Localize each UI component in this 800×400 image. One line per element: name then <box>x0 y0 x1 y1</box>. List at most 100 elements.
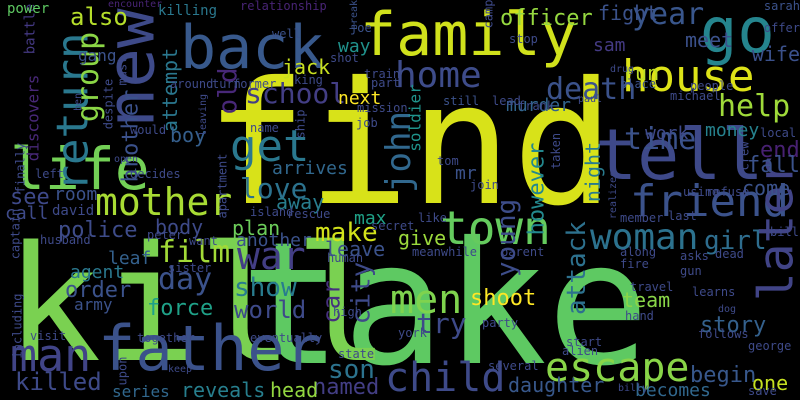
word-room: room <box>54 184 98 205</box>
word-husband: husband <box>40 233 91 247</box>
word-woman: woman <box>590 217 699 258</box>
word-try: try <box>416 307 467 340</box>
word-several: several <box>488 359 539 373</box>
word-gun: gun <box>680 264 702 278</box>
word-paul: paul <box>578 94 603 105</box>
word-human: human <box>327 251 364 265</box>
word-war: war <box>237 234 306 278</box>
word-year: year <box>632 0 705 32</box>
word-asks: asks <box>680 249 709 263</box>
word-end: end <box>760 138 800 163</box>
word-parent: parent <box>501 245 545 259</box>
word-home: home <box>395 55 482 96</box>
word-dead: dead <box>715 247 744 261</box>
word-eventually: eventually <box>250 331 323 345</box>
word-must: must <box>115 56 130 86</box>
word-start: start <box>566 335 603 349</box>
word-upon: upon <box>115 356 130 386</box>
word-away: away <box>276 190 325 214</box>
word-refuse: refuse <box>706 185 750 199</box>
word-using: using <box>683 185 720 199</box>
word-army: army <box>74 295 113 314</box>
word-fall: fall <box>747 153 800 178</box>
word-family: family <box>360 0 577 70</box>
word-soldier: soldier <box>405 84 425 152</box>
word-like: like <box>418 211 447 225</box>
word-take: take <box>240 206 650 400</box>
word-hand: hand <box>625 309 654 323</box>
word-gang: gang <box>78 46 117 65</box>
word-life: life <box>10 135 150 203</box>
word-fight: fight <box>598 1 659 25</box>
word-apartment: apartment <box>215 153 230 219</box>
word-becomes: becomes <box>635 380 711 400</box>
word-come: come <box>742 176 791 200</box>
word-along: along <box>620 245 657 259</box>
word-house: house <box>622 51 755 102</box>
word-place: place <box>620 77 657 91</box>
word-shoot: shoot <box>470 286 537 311</box>
word-find: find <box>205 46 615 244</box>
word-open: open <box>114 154 139 165</box>
word-visit: visit <box>30 329 67 343</box>
word-dog: dog <box>718 304 737 315</box>
word-make: make <box>315 218 378 248</box>
word-david: david <box>52 203 95 219</box>
word-girl: girl <box>704 226 767 256</box>
word-son: son <box>328 355 375 385</box>
word-father: father <box>98 312 322 385</box>
word-head: head <box>270 378 319 400</box>
word-frank: frank <box>518 99 555 113</box>
word-town: town <box>440 201 551 255</box>
word-one: one <box>752 371 789 395</box>
word-work: work <box>645 123 689 144</box>
word-rescue: rescue <box>287 207 331 221</box>
word-sam: sam <box>593 35 626 56</box>
word-young: young <box>492 198 523 278</box>
word-around: around <box>170 77 214 91</box>
word-child: child <box>385 355 506 400</box>
word-attack: attack <box>561 221 592 315</box>
word-finally: finally <box>13 142 28 194</box>
word-mr: mr <box>455 163 477 184</box>
word-captain: captain <box>8 208 23 260</box>
word-killing: killing <box>158 3 218 19</box>
word-death: death <box>546 72 637 107</box>
word-mother: mother <box>95 180 233 224</box>
word-arrives: arrives <box>272 158 348 179</box>
word-see: see <box>10 185 50 210</box>
word-state: state <box>338 347 375 361</box>
word-drug: drug <box>610 64 635 75</box>
word-another: another <box>236 230 312 251</box>
word-tom: tom <box>437 154 459 168</box>
word-follows: follows <box>698 327 749 341</box>
word-boy: boy <box>170 123 207 147</box>
word-reveals: reveals <box>181 378 266 400</box>
word-jack: jack <box>282 55 331 79</box>
word-secret: secret <box>371 219 415 233</box>
word-realizes: realizes <box>608 170 620 220</box>
word-join: join <box>470 178 499 192</box>
word-last: last <box>668 209 697 223</box>
word-force: force <box>147 296 214 321</box>
word-learns: learns <box>692 285 736 299</box>
word-fire: fire <box>620 257 649 271</box>
word-michael: michael <box>670 89 721 103</box>
word-including: including <box>10 293 25 359</box>
word-high: high <box>333 305 362 319</box>
word-george: george <box>748 339 792 353</box>
word-officer: officer <box>500 6 593 31</box>
word-former: former <box>233 77 277 91</box>
word-decides: decides <box>130 167 181 181</box>
word-wife: wife <box>751 42 800 66</box>
word-love: love <box>240 172 308 205</box>
word-run: run <box>623 61 660 85</box>
word-order: order <box>65 278 132 303</box>
word-relationship: relationship <box>240 0 327 13</box>
word-give: give <box>398 226 447 250</box>
word-meet: meet <box>685 28 734 52</box>
word-bill: bill <box>770 225 799 239</box>
word-job: job <box>356 116 378 130</box>
word-together: together <box>137 331 195 345</box>
word-save: save <box>748 384 777 398</box>
